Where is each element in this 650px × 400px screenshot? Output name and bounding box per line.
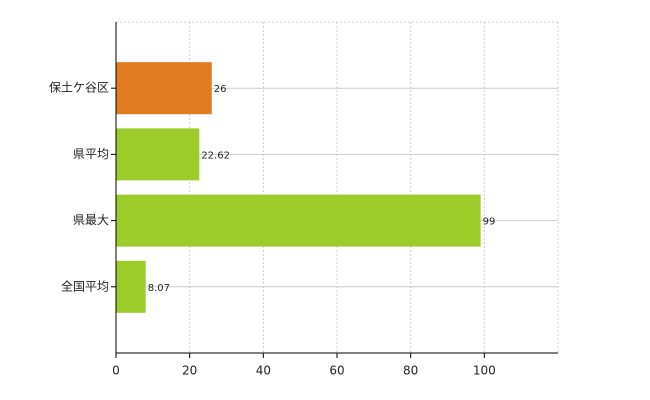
x-tick-label: 100 — [473, 364, 496, 378]
y-tick-label: 全国平均 — [61, 278, 109, 293]
x-tick-label: 20 — [182, 364, 197, 378]
value-label: 22.62 — [201, 150, 230, 161]
y-tick-label: 保土ケ谷区 — [49, 81, 109, 95]
x-tick-label: 80 — [403, 364, 418, 378]
value-label: 26 — [214, 84, 227, 95]
x-tick-label: 60 — [329, 364, 344, 378]
x-tick-label: 40 — [256, 364, 271, 378]
bar — [116, 194, 481, 247]
bar — [116, 62, 212, 115]
y-tick-label: 県平均 — [73, 147, 109, 161]
value-label: 99 — [483, 217, 496, 228]
value-label: 8.07 — [148, 283, 170, 294]
bar — [116, 260, 146, 313]
y-tick-label: 県最大 — [73, 213, 109, 227]
x-tick-label: 0 — [112, 364, 120, 378]
bar — [116, 128, 200, 181]
